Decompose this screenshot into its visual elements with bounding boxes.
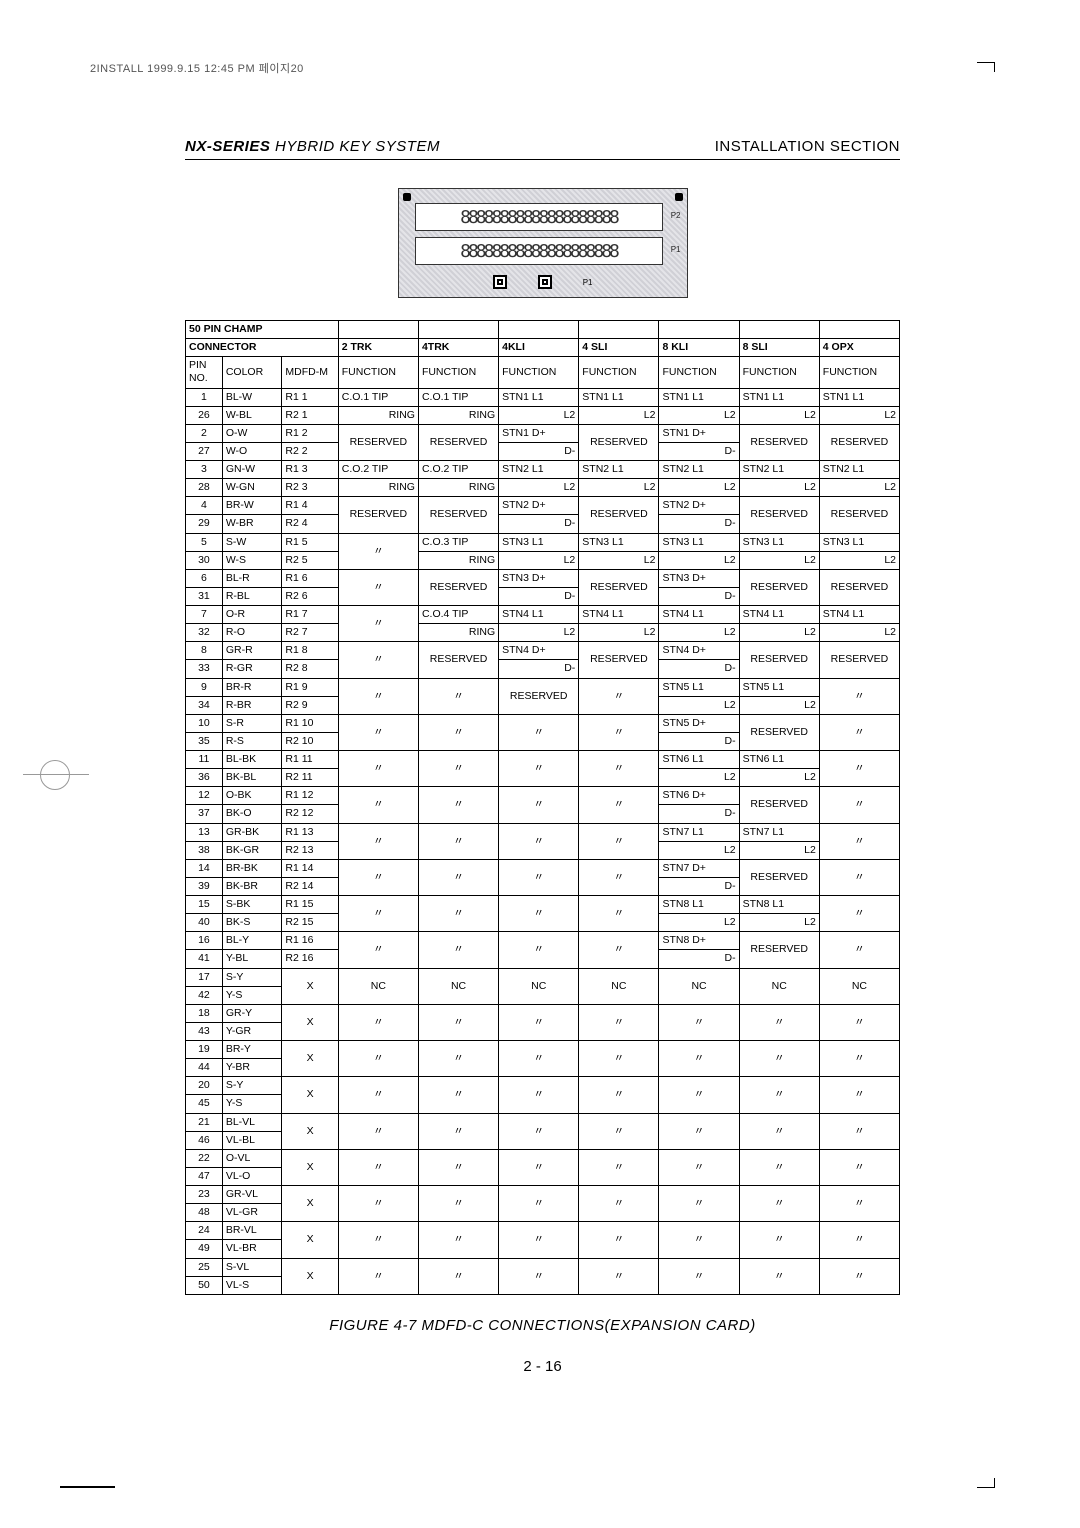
table-row: 17S-YXNCNCNCNCNCNCNC [186,968,900,986]
table-row: 7O-RR1 7〃C.O.4 TIPSTN4 L1STN4 L1STN4 L1S… [186,606,900,624]
table-row: 14BR-BKR1 14〃〃〃〃STN7 D+RESERVED〃 [186,859,900,877]
table-row: 4BR-WR1 4RESERVEDRESERVEDSTN2 D+RESERVED… [186,497,900,515]
figure-caption: FIGURE 4-7 MDFD-C CONNECTIONS(EXPANSION … [185,1317,900,1334]
document-header: NX-SERIES HYBRID KEY SYSTEM INSTALLATION… [185,138,900,160]
series-subtitle: HYBRID KEY SYSTEM [275,138,440,155]
table-row: 22O-VLX〃〃〃〃〃〃〃 [186,1149,900,1167]
pin-row: 88888888888888888888 [415,237,663,265]
crop-mark [977,1478,995,1488]
screw-icon [403,193,411,201]
table-row: 9BR-RR1 9〃〃RESERVED〃STN5 L1STN5 L1〃 [186,678,900,696]
pin-row: 88888888888888888888 [415,203,663,231]
table-row: 5S-WR1 5〃C.O.3 TIPSTN3 L1STN3 L1STN3 L1S… [186,533,900,551]
table-row: 50 PIN CHAMP [186,321,900,339]
table-row: 1BL-WR1 1C.O.1 TIPC.O.1 TIPSTN1 L1STN1 L… [186,388,900,406]
table-row: 15S-BKR1 15〃〃〃〃STN8 L1STN8 L1〃 [186,896,900,914]
table-row: 26W-BLR2 1RINGRINGL2L2L2L2L2 [186,406,900,424]
table-row: 3GN-WR1 3C.O.2 TIPC.O.2 TIPSTN2 L1STN2 L… [186,461,900,479]
series-name: NX-SERIES [185,138,270,155]
table-row: 11BL-BKR1 11〃〃〃〃STN6 L1STN6 L1〃 [186,751,900,769]
table-row: 12O-BKR1 12〃〃〃〃STN6 D+RESERVED〃 [186,787,900,805]
table-row: 28W-GNR2 3RINGRINGL2L2L2L2L2 [186,479,900,497]
table-row: CONNECTOR2 TRK4TRK4KLI4 SLI8 KLI8 SLI4 O… [186,339,900,357]
screw-icon [675,193,683,201]
crop-mark [40,760,70,790]
pin-row-label: P2 [671,211,681,220]
table-row: 8GR-RR1 8〃RESERVEDSTN4 D+RESERVEDSTN4 D+… [186,642,900,660]
table-row: 13GR-BKR1 13〃〃〃〃STN7 L1STN7 L1〃 [186,823,900,841]
pinout-table: 50 PIN CHAMPCONNECTOR2 TRK4TRK4KLI4 SLI8… [185,320,900,1295]
arrow-indicator: P1 [493,273,593,291]
table-row: 21BL-VLX〃〃〃〃〃〃〃 [186,1113,900,1131]
pin-row-label: P1 [671,245,681,254]
table-row: 23GR-VLX〃〃〃〃〃〃〃 [186,1186,900,1204]
table-row: 25S-VLX〃〃〃〃〃〃〃 [186,1258,900,1276]
crop-mark [60,1486,115,1488]
table-row: 16BL-YR1 16〃〃〃〃STN8 D+RESERVED〃 [186,932,900,950]
table-row: 24BR-VLX〃〃〃〃〃〃〃 [186,1222,900,1240]
table-row: 6BL-RR1 6〃RESERVEDSTN3 D+RESERVEDSTN3 D+… [186,569,900,587]
table-row: 20S-YX〃〃〃〃〃〃〃 [186,1077,900,1095]
table-row: 30W-SR2 5RINGL2L2L2L2L2 [186,551,900,569]
print-note: 2INSTALL 1999.9.15 12:45 PM 페이지20 [90,60,304,76]
crop-mark [977,62,995,72]
page-content: NX-SERIES HYBRID KEY SYSTEM INSTALLATION… [185,138,900,1375]
connector-diagram: 88888888888888888888 P2 8888888888888888… [398,188,688,298]
table-row: 10S-RR1 10〃〃〃〃STN5 D+RESERVED〃 [186,714,900,732]
section-title: INSTALLATION SECTION [715,138,900,155]
table-row: 18GR-YX〃〃〃〃〃〃〃 [186,1004,900,1022]
table-row: PIN NO.COLORMDFD-MFUNCTIONFUNCTIONFUNCTI… [186,357,900,388]
table-row: 32R-OR2 7RINGL2L2L2L2L2 [186,624,900,642]
table-row: 19BR-YX〃〃〃〃〃〃〃 [186,1041,900,1059]
table-row: 2O-WR1 2RESERVEDRESERVEDSTN1 D+RESERVEDS… [186,424,900,442]
page-number: 2 - 16 [185,1358,900,1375]
